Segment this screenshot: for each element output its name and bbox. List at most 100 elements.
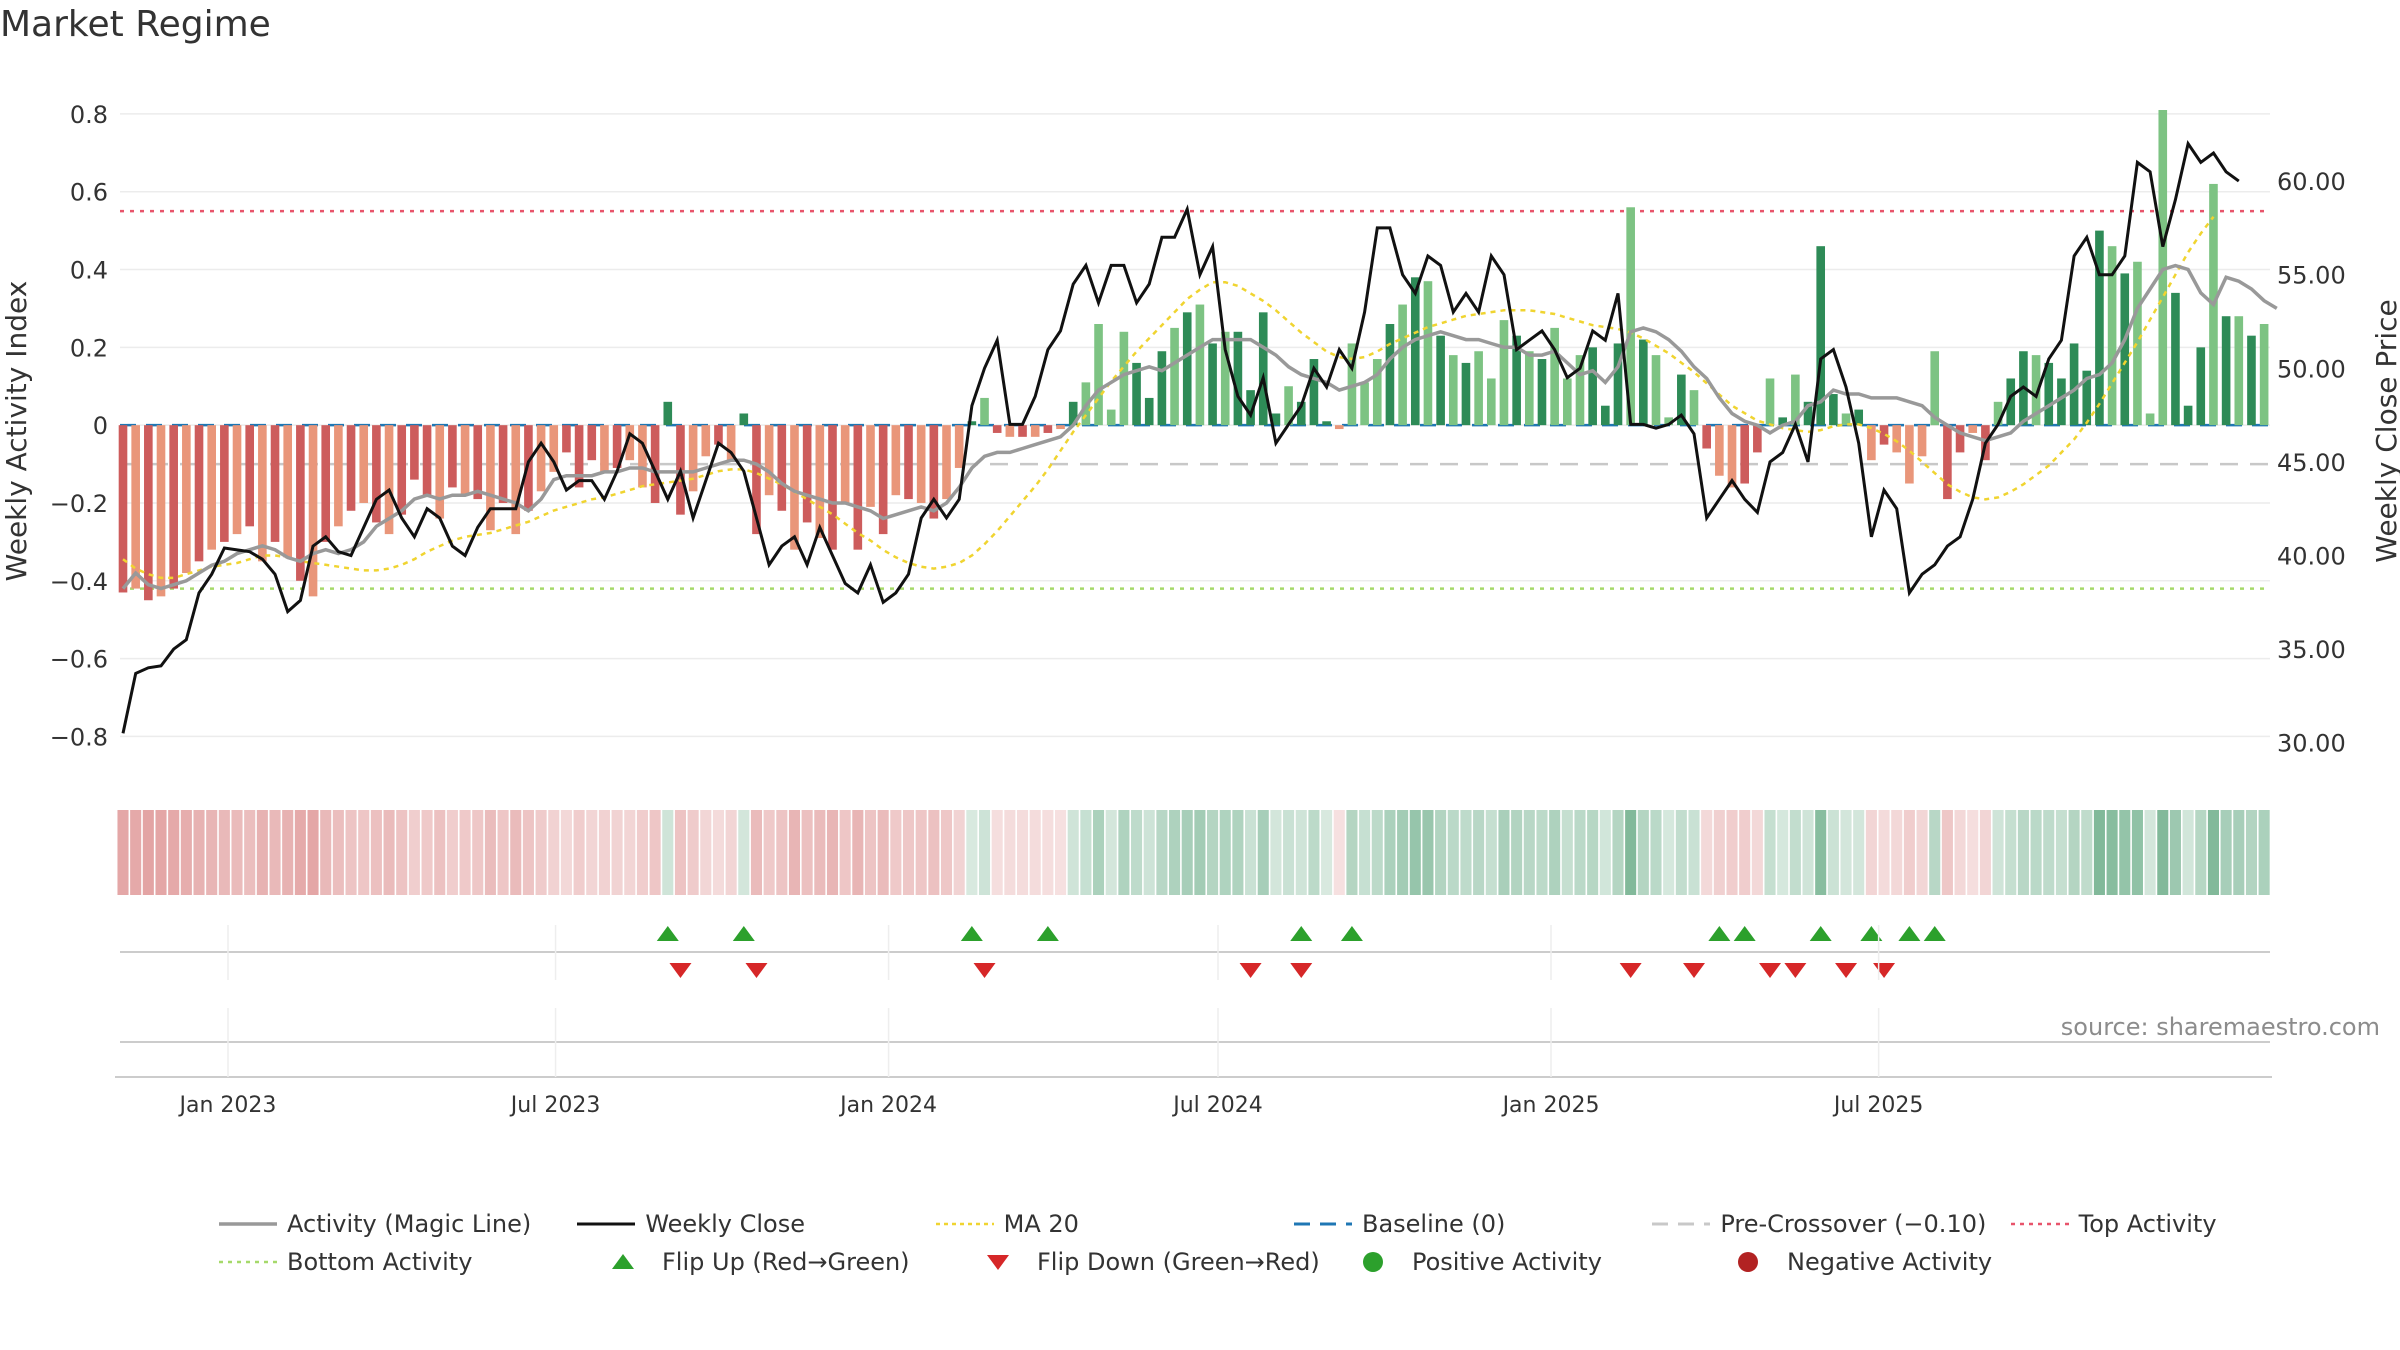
legend-symbol-icon [1738, 1252, 1758, 1272]
legend-label: Baseline (0) [1361, 1210, 1506, 1238]
regime-cell [345, 810, 357, 895]
regime-cell [1118, 810, 1130, 895]
regime-cell [2245, 810, 2257, 895]
regime-cell [193, 810, 205, 895]
activity-bar [574, 425, 584, 488]
flip-down-marker [1683, 963, 1706, 978]
flip-down-marker [1290, 963, 1313, 978]
regime-cell [2106, 810, 2118, 895]
activity-bar [891, 425, 901, 496]
regime-cell [1194, 810, 1206, 895]
regime-cell [1219, 810, 1231, 895]
regime-cell [1701, 810, 1713, 895]
regime-cell [1308, 810, 1320, 895]
flip-up-marker [1733, 926, 1756, 941]
y-tick-label: −0.8 [50, 723, 108, 751]
y-tick-label: 0 [93, 412, 108, 440]
activity-bar [1132, 362, 1141, 426]
regime-cell [1257, 810, 1269, 895]
regime-cell [1625, 810, 1637, 895]
activity-bar [1372, 359, 1382, 426]
legend-label: Positive Activity [1412, 1248, 1602, 1276]
activity-bar [232, 425, 242, 535]
flip-down-marker [1784, 963, 1807, 978]
regime-cell [852, 810, 864, 895]
regime-cell [320, 810, 332, 895]
flip-down-marker [1239, 963, 1262, 978]
legend-item: MA 20 [932, 1205, 1290, 1243]
activity-bar [1448, 355, 1458, 426]
flip-up-marker [1809, 926, 1832, 941]
regime-cell [1156, 810, 1168, 895]
activity-bar [2247, 335, 2256, 426]
legend-label: Weekly Close [645, 1210, 805, 1238]
activity-bar [2145, 413, 2155, 426]
activity-bar [1993, 401, 2003, 426]
flip-down-marker [1835, 963, 1858, 978]
legend-symbol-icon [987, 1255, 1009, 1270]
regime-cell [497, 810, 509, 895]
activity-bar [1423, 281, 1433, 426]
regime-cell [484, 810, 496, 895]
regime-cell [1967, 810, 1979, 895]
activity-bar [777, 425, 787, 511]
activity-bar [878, 425, 888, 535]
y-tick-label: 0.2 [70, 334, 108, 362]
regime-cell [1815, 810, 1827, 895]
regime-cell [231, 810, 243, 895]
regime-cell [1789, 810, 1801, 895]
regime-cell [282, 810, 294, 895]
activity-bar [397, 425, 407, 515]
activity-bar [1816, 246, 1826, 426]
activity-bar [1753, 425, 1762, 453]
activity-bar [245, 425, 255, 527]
regime-cell [978, 810, 991, 895]
legend-item: Flip Down (Green→Red) [965, 1243, 1340, 1281]
regime-cell [2182, 810, 2194, 895]
regime-cell [1042, 810, 1054, 895]
regime-cell [1371, 810, 1383, 895]
regime-cell [953, 810, 965, 895]
regime-cell [2258, 810, 2270, 895]
activity-bar [1461, 362, 1471, 426]
activity-bar [1182, 312, 1192, 426]
legend-symbol-icon [219, 1222, 277, 1226]
regime-cell [1650, 810, 1662, 895]
activity-bar [372, 425, 381, 523]
x-axis: Jan 2023 Jul 2023 Jan 2024 Jul 2024 Jan 2025… [115, 925, 2272, 1118]
regime-cell [1485, 810, 1497, 895]
regime-cell [826, 810, 839, 895]
regime-cell [1903, 810, 1915, 895]
regime-cell [1105, 810, 1117, 895]
activity-bar [929, 425, 939, 519]
regime-cell [1726, 810, 1738, 895]
activity-bar [587, 425, 597, 461]
y-tick-label: 0.6 [70, 179, 108, 207]
regime-cell [408, 810, 420, 895]
regime-cell [2093, 810, 2105, 895]
regime-cell [1840, 810, 1852, 895]
legend-label: Pre-Crossover (−0.10) [1720, 1210, 1987, 1238]
regime-cell [2055, 810, 2067, 895]
regime-cell [586, 810, 598, 895]
legend-symbol-icon [1293, 1222, 1352, 1226]
regime-cell [1181, 810, 1193, 895]
regime-cell [1093, 810, 1105, 895]
activity-bar [1233, 331, 1243, 426]
regime-cell [649, 810, 661, 895]
activity-bar [1892, 425, 1902, 453]
legend-item: Weekly Close [573, 1205, 931, 1243]
activity-bar [2196, 347, 2206, 426]
activity-bar [182, 425, 191, 574]
legend-label: Top Activity [2078, 1210, 2217, 1238]
activity-bar [308, 425, 318, 597]
activity-bar [1347, 343, 1357, 426]
activity-bar [688, 425, 698, 492]
y-tick-label: −0.2 [50, 490, 108, 518]
activity-bar [1499, 320, 1509, 426]
regime-cell [1751, 810, 1763, 895]
activity-bar [612, 425, 622, 468]
activity-bar [2095, 230, 2104, 426]
regime-cell [1447, 810, 1459, 895]
regime-cell [155, 810, 167, 895]
